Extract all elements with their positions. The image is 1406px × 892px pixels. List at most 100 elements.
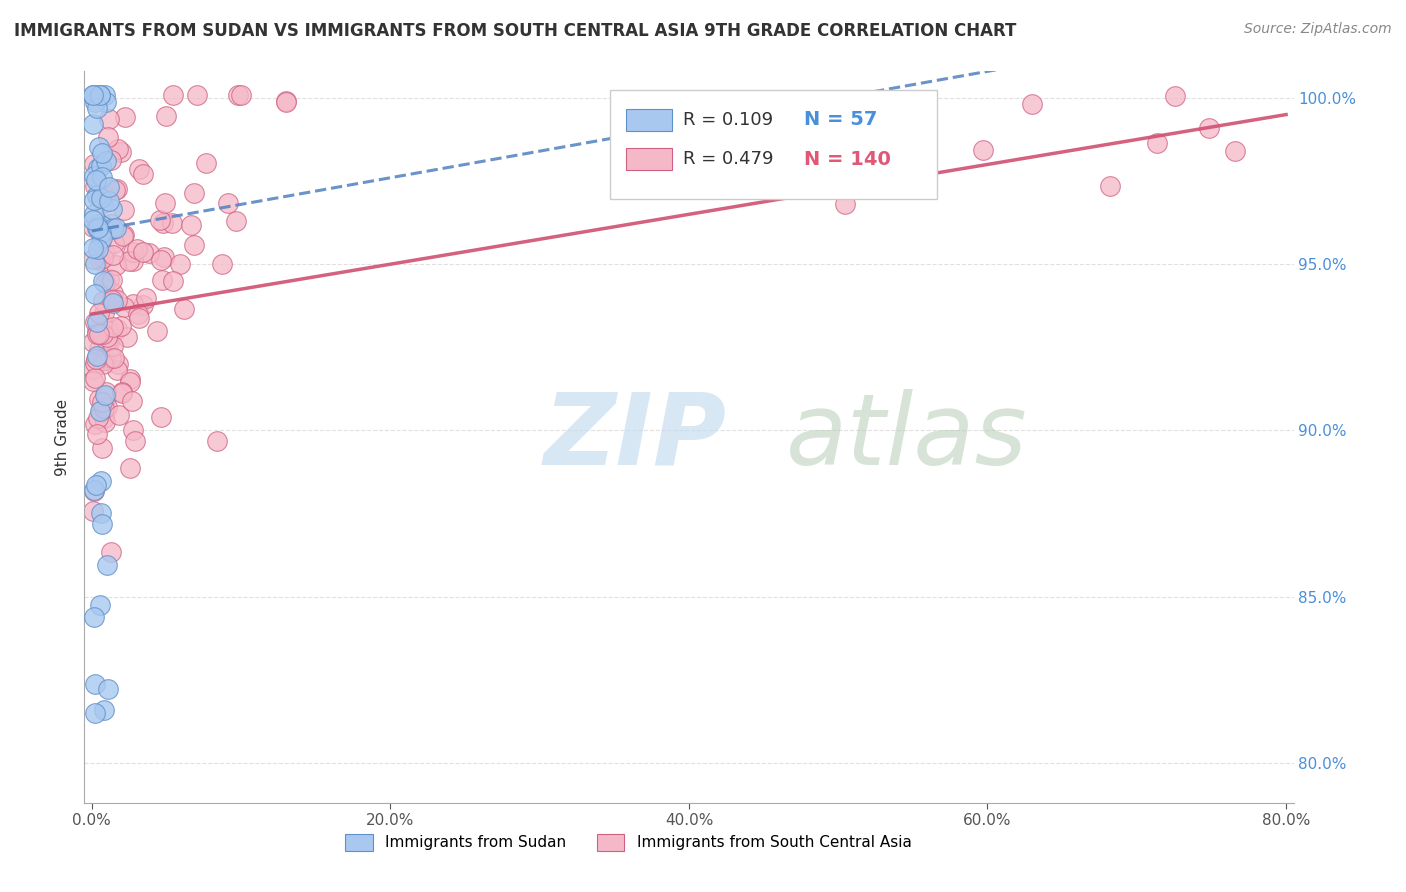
Point <box>89 253 111 268</box>
Point <box>173 302 195 317</box>
Point <box>100 544 122 558</box>
Point <box>138 246 160 260</box>
Point <box>82 117 104 131</box>
Text: R = 0.109: R = 0.109 <box>683 111 773 128</box>
Point <box>150 252 173 267</box>
Point <box>82 361 104 376</box>
Point <box>105 363 128 377</box>
Point <box>89 87 111 102</box>
Point <box>86 242 108 256</box>
Bar <box>626 110 672 131</box>
Point <box>103 296 125 310</box>
Point <box>93 294 115 309</box>
Point <box>96 558 118 572</box>
Point <box>274 95 297 109</box>
Point <box>97 272 120 286</box>
Point <box>89 139 111 153</box>
Point <box>94 87 117 102</box>
Point <box>91 170 114 185</box>
Text: N = 140: N = 140 <box>804 150 890 169</box>
Point <box>83 169 105 183</box>
Point <box>211 257 233 271</box>
Point <box>83 157 105 171</box>
Point <box>107 142 129 156</box>
Text: atlas: atlas <box>786 389 1028 485</box>
Point <box>84 352 107 367</box>
Point <box>91 251 114 265</box>
Point <box>128 161 150 176</box>
Point <box>84 677 107 691</box>
Point <box>83 178 105 193</box>
Point <box>89 236 111 251</box>
Point <box>111 385 134 400</box>
Point <box>97 194 120 209</box>
Point <box>91 353 114 368</box>
Point <box>96 401 118 415</box>
Point <box>112 228 135 243</box>
Point <box>84 87 107 102</box>
Point <box>82 252 104 266</box>
Point <box>118 254 141 268</box>
Point <box>101 272 124 286</box>
Point <box>94 352 117 367</box>
Point <box>150 273 173 287</box>
Point <box>105 182 128 196</box>
Point <box>84 286 107 301</box>
Point <box>90 226 112 240</box>
Point <box>82 87 104 102</box>
Point <box>127 307 149 321</box>
Point <box>100 217 122 231</box>
Point <box>94 245 117 260</box>
Point <box>120 375 142 389</box>
Point <box>82 334 104 349</box>
Point <box>1223 144 1246 158</box>
Point <box>195 155 218 169</box>
Point <box>101 248 124 262</box>
Point <box>100 153 122 167</box>
Point <box>124 434 146 448</box>
Point <box>94 415 117 429</box>
Point <box>276 95 298 110</box>
Legend: Immigrants from Sudan, Immigrants from South Central Asia: Immigrants from Sudan, Immigrants from S… <box>339 828 918 857</box>
Point <box>97 682 120 697</box>
Point <box>180 219 202 233</box>
Point <box>97 180 120 194</box>
Text: R = 0.479: R = 0.479 <box>683 150 773 168</box>
Point <box>93 411 115 425</box>
Point <box>91 357 114 371</box>
Point <box>155 195 177 210</box>
Point <box>98 112 121 127</box>
Point <box>94 388 117 402</box>
Point <box>96 384 118 399</box>
Text: IMMIGRANTS FROM SUDAN VS IMMIGRANTS FROM SOUTH CENTRAL ASIA 9TH GRADE CORRELATIO: IMMIGRANTS FROM SUDAN VS IMMIGRANTS FROM… <box>14 22 1017 40</box>
Point <box>91 516 114 531</box>
Point <box>96 95 118 110</box>
Point <box>100 351 122 365</box>
Point <box>89 306 111 320</box>
Point <box>103 339 125 353</box>
Point <box>122 297 145 311</box>
Point <box>84 706 107 721</box>
Point <box>122 253 145 268</box>
Point <box>104 183 127 197</box>
Point <box>101 319 124 334</box>
Point <box>135 291 157 305</box>
Point <box>86 427 108 442</box>
Point <box>84 370 107 384</box>
Point <box>91 395 114 409</box>
Point <box>846 116 869 130</box>
Point <box>146 324 169 338</box>
Point <box>131 244 153 259</box>
Point <box>101 220 124 235</box>
Point <box>90 507 112 521</box>
Point <box>86 218 108 232</box>
Point <box>83 207 105 221</box>
Point <box>89 327 111 342</box>
Point <box>86 189 108 203</box>
Point <box>1164 89 1187 103</box>
Point <box>89 404 111 418</box>
Point <box>155 110 177 124</box>
Text: N = 57: N = 57 <box>804 110 877 129</box>
Point <box>228 87 250 102</box>
Point <box>86 316 108 330</box>
